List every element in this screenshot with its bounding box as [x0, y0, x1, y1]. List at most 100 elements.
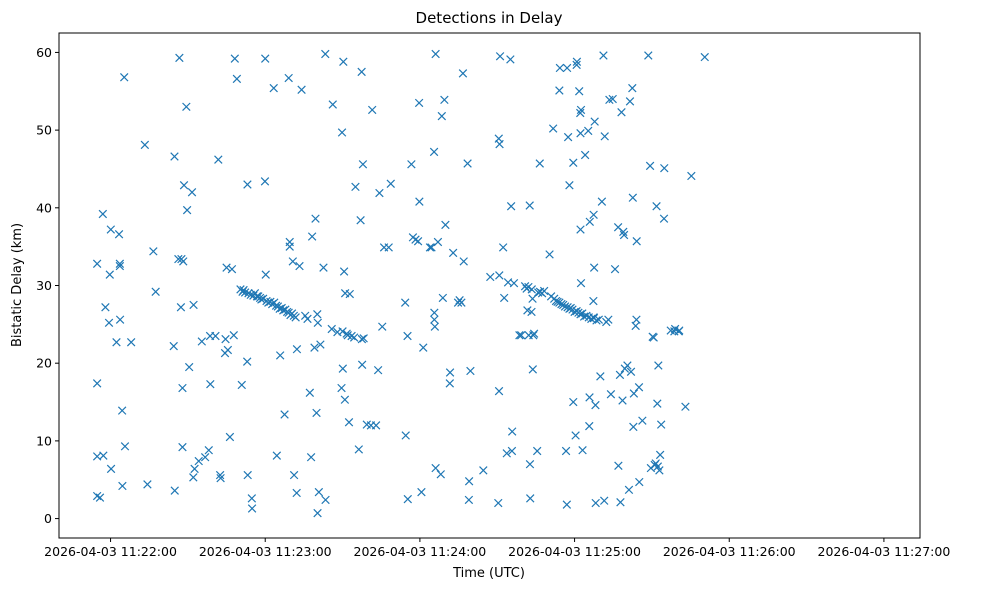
- data-point: [495, 52, 505, 61]
- data-point: [104, 318, 114, 328]
- data-point: [151, 287, 160, 296]
- data-point: [580, 150, 590, 160]
- data-point: [303, 314, 312, 324]
- data-point: [545, 250, 554, 259]
- data-point: [292, 488, 301, 498]
- data-point: [214, 155, 223, 164]
- data-point: [216, 473, 225, 483]
- data-point: [403, 494, 413, 504]
- data-point: [337, 128, 347, 137]
- data-point: [197, 337, 207, 346]
- data-point: [440, 95, 449, 105]
- data-point: [464, 477, 474, 486]
- data-point: [179, 181, 189, 190]
- data-point: [626, 367, 636, 376]
- data-point: [354, 445, 364, 454]
- data-point: [357, 360, 367, 369]
- data-point: [459, 257, 468, 266]
- data-point: [655, 450, 665, 460]
- data-point: [313, 310, 322, 319]
- data-point: [225, 432, 235, 442]
- data-point: [585, 217, 595, 227]
- data-point: [632, 315, 641, 324]
- data-point: [606, 390, 616, 399]
- data-point: [401, 431, 410, 440]
- data-point: [532, 446, 542, 456]
- data-point: [494, 386, 504, 396]
- data-point: [437, 111, 447, 121]
- data-point: [569, 158, 578, 167]
- data-point: [285, 242, 294, 251]
- data-point: [206, 379, 215, 389]
- data-point: [311, 214, 320, 223]
- data-point: [232, 74, 242, 84]
- data-point: [438, 293, 448, 303]
- data-point: [115, 259, 125, 268]
- data-point: [571, 431, 580, 440]
- data-point: [319, 263, 328, 272]
- data-point: [227, 264, 237, 274]
- data-point: [292, 344, 302, 354]
- data-point: [261, 270, 270, 279]
- data-point: [170, 152, 179, 161]
- data-point: [314, 487, 324, 497]
- data-point: [572, 57, 582, 66]
- data-point: [653, 399, 662, 408]
- data-point: [415, 197, 424, 206]
- data-point: [629, 422, 638, 432]
- data-point: [175, 53, 184, 63]
- data-point: [243, 470, 252, 480]
- x-axis-ticks: 2026-04-03 11:22:00 2026-04-03 11:23:00 20…: [44, 538, 950, 559]
- data-point: [269, 83, 278, 93]
- data-point: [589, 296, 598, 306]
- data-point: [312, 408, 321, 418]
- data-point: [539, 286, 549, 296]
- data-point: [495, 139, 504, 149]
- data-point: [431, 463, 440, 473]
- data-point: [174, 254, 183, 264]
- data-point: [229, 330, 239, 340]
- data-point: [495, 271, 504, 280]
- data-point: [560, 302, 570, 311]
- data-point: [634, 383, 644, 392]
- data-point: [687, 171, 696, 181]
- data-point: [242, 357, 252, 366]
- data-point: [585, 421, 594, 431]
- data-point: [591, 400, 600, 410]
- data-point: [275, 351, 285, 360]
- data-point: [118, 481, 127, 491]
- data-point: [349, 333, 359, 342]
- data-point: [92, 259, 102, 268]
- data-point: [561, 446, 571, 456]
- data-point: [384, 243, 393, 252]
- data-point: [358, 160, 368, 169]
- data-point: [211, 331, 220, 341]
- data-point: [413, 236, 423, 246]
- data-point: [120, 442, 130, 451]
- data-point: [204, 445, 213, 455]
- y-tick-label: 10: [36, 433, 52, 448]
- data-point: [463, 159, 472, 168]
- data-point: [562, 63, 572, 73]
- data-point: [400, 298, 410, 307]
- data-point: [507, 446, 517, 456]
- data-point: [189, 300, 198, 310]
- y-tick-label: 50: [36, 123, 52, 138]
- data-point: [509, 278, 519, 288]
- x-tick-label: 2026-04-03 11:22:00: [44, 544, 177, 559]
- data-point: [140, 140, 150, 150]
- x-axis-label: Time (UTC): [452, 566, 525, 581]
- data-point: [486, 272, 495, 282]
- data-point: [187, 188, 197, 197]
- data-point: [247, 494, 257, 503]
- data-point: [101, 303, 110, 312]
- data-point: [215, 470, 225, 480]
- data-point: [655, 466, 664, 475]
- data-point: [373, 365, 383, 375]
- data-point: [506, 202, 516, 211]
- data-point: [117, 406, 127, 415]
- data-point: [584, 126, 593, 136]
- data-point: [126, 337, 136, 347]
- data-point: [585, 393, 594, 402]
- data-point: [357, 67, 366, 77]
